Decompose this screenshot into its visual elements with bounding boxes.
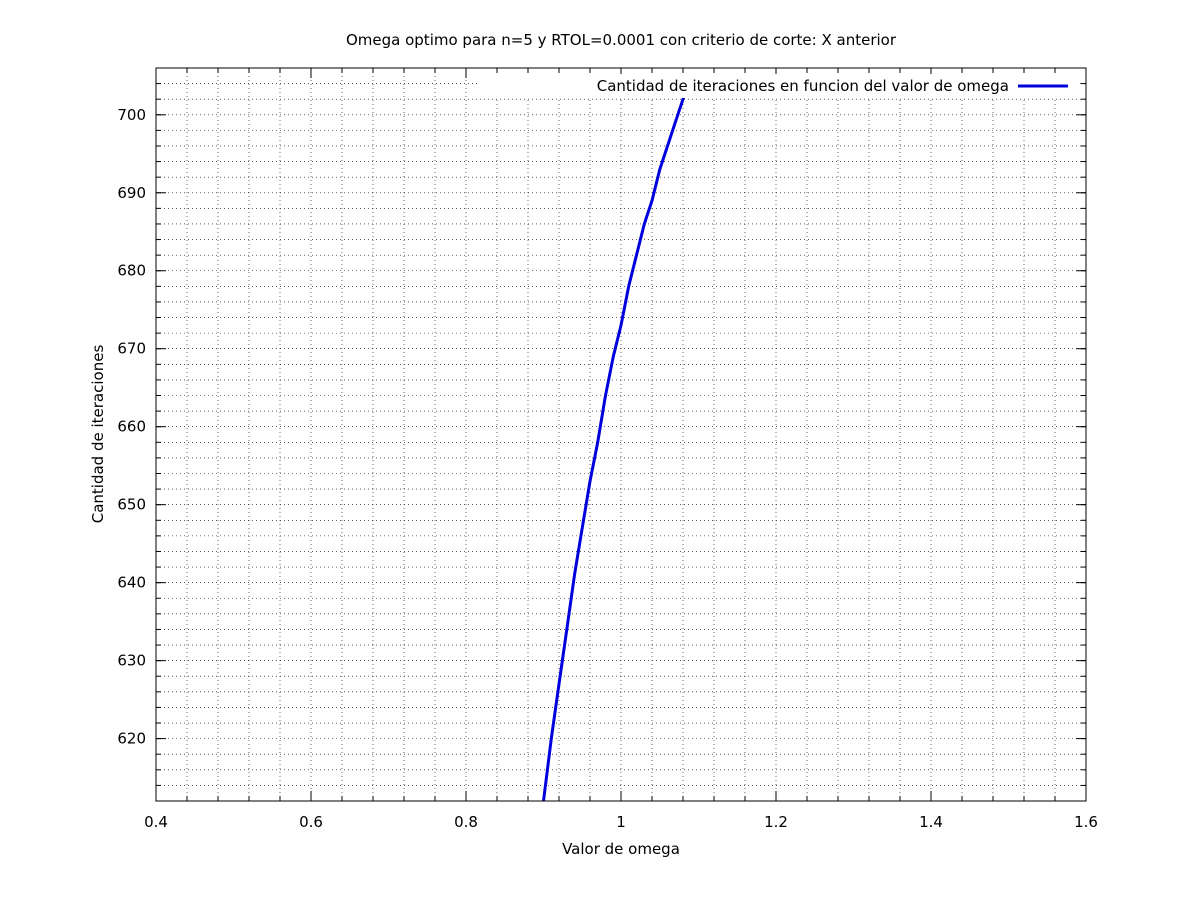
- legend-background: [480, 74, 1080, 98]
- legend: Cantidad de iteraciones en funcion del v…: [480, 74, 1080, 98]
- y-tick-label: 670: [117, 340, 146, 358]
- y-tick-label: 620: [117, 730, 146, 748]
- y-tick-label: 660: [117, 418, 146, 436]
- y-tick-label: 640: [117, 574, 146, 592]
- y-axis-label: Cantidad de iteraciones: [89, 345, 107, 524]
- legend-label: Cantidad de iteraciones en funcion del v…: [597, 77, 1009, 95]
- plot-series: [542, 75, 693, 802]
- grid: [155, 67, 1087, 802]
- y-tick-label: 700: [117, 106, 146, 124]
- series-line: [542, 75, 693, 802]
- chart-title: Omega optimo para n=5 y RTOL=0.0001 con …: [346, 31, 897, 49]
- x-tick-label: 0.8: [454, 813, 478, 831]
- y-tick-label: 680: [117, 262, 146, 280]
- x-tick-label: 1.2: [764, 813, 788, 831]
- x-tick-label: 0.4: [144, 813, 168, 831]
- x-tick-label: 1.6: [1074, 813, 1098, 831]
- plot-frame: [155, 67, 1087, 802]
- x-tick-label: 0.6: [299, 813, 323, 831]
- x-axis-label: Valor de omega: [562, 840, 680, 858]
- x-tick-label: 1.4: [919, 813, 943, 831]
- y-tick-label: 650: [117, 496, 146, 514]
- y-tick-label: 690: [117, 184, 146, 202]
- x-tick-label: 1: [616, 813, 626, 831]
- axis-ticks: 0.4 0.6 0.8 1 1.2 1.4 1.6 620 630 640 650 660 670 680…: [117, 67, 1098, 831]
- y-tick-label: 630: [117, 652, 146, 670]
